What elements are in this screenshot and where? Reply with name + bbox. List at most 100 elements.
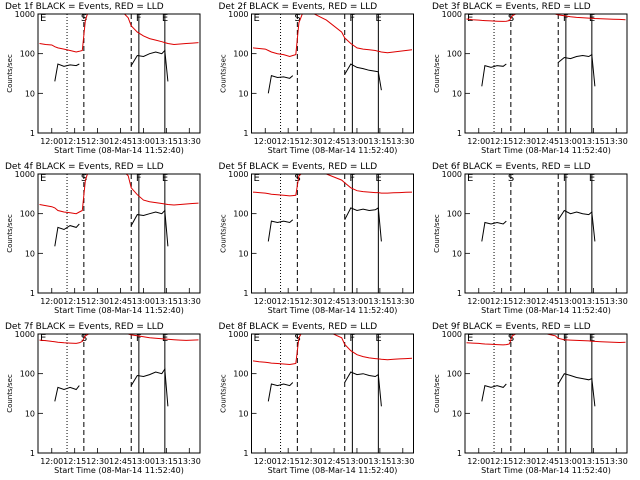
x-axis-label: Start Time (08-Mar-14 11:52:40)	[268, 466, 398, 475]
series-line	[39, 14, 199, 53]
x-tick-label: 13:30	[178, 137, 201, 146]
y-tick-label: 1	[30, 449, 35, 458]
x-axis-label: Start Time (08-Mar-14 11:52:40)	[268, 306, 398, 315]
x-tick-label: 12:45	[109, 297, 132, 306]
x-tick-label: 12:15	[277, 457, 300, 466]
y-tick-label: 1	[30, 129, 35, 138]
y-tick-label: 10	[452, 89, 462, 98]
y-tick-label: 1000	[442, 330, 462, 339]
y-axis-label: Counts/sec	[220, 214, 228, 253]
y-axis-label: Counts/sec	[433, 214, 441, 253]
y-tick-label: 10	[452, 249, 462, 258]
y-tick-label: 100	[20, 210, 35, 219]
y-tick-label: 100	[233, 50, 248, 59]
plot-frame	[251, 173, 414, 294]
panel-title: Det 4f BLACK = Events, RED = LLD	[5, 162, 164, 172]
x-tick-label: 12:45	[109, 137, 132, 146]
x-tick-label: 13:15	[582, 457, 605, 466]
x-tick-label: 13:15	[368, 457, 391, 466]
x-tick-label: 13:15	[155, 137, 178, 146]
x-tick-label: 12:30	[86, 457, 109, 466]
series-line	[267, 207, 382, 242]
y-tick-label: 10	[25, 249, 35, 258]
y-tick-label: 100	[20, 370, 35, 379]
series-line	[267, 371, 382, 407]
y-tick-label: 1000	[15, 330, 35, 339]
y-tick-label: 1000	[442, 170, 462, 179]
y-tick-label: 100	[447, 210, 462, 219]
x-tick-label: 12:00	[467, 137, 490, 146]
panel: Det 2f BLACK = Events, RED = LLD Counts/s…	[219, 2, 415, 155]
x-tick-label: 12:30	[300, 137, 323, 146]
marker-label: F	[136, 13, 142, 24]
x-tick-label: 13:00	[132, 297, 155, 306]
x-tick-label: 12:45	[109, 457, 132, 466]
marker-label: E	[254, 333, 260, 344]
marker-label: F	[136, 333, 142, 344]
x-tick-label: 12:30	[300, 297, 323, 306]
panel: Det 5f BLACK = Events, RED = LLD Counts/s…	[219, 162, 415, 315]
y-tick-label: 100	[20, 50, 35, 59]
marker-label: E	[589, 173, 595, 184]
x-axis-label: Start Time (08-Mar-14 11:52:40)	[268, 146, 398, 155]
x-tick-label: 12:15	[277, 137, 300, 146]
marker-label: E	[254, 173, 260, 184]
marker-label: F	[349, 333, 355, 344]
y-tick-label: 1	[243, 289, 248, 298]
marker-label: S	[81, 173, 87, 184]
plot-frame	[464, 333, 628, 454]
y-axis-label: Counts/sec	[220, 374, 228, 413]
x-tick-label: 13:15	[368, 137, 391, 146]
series-line	[54, 49, 169, 82]
y-tick-label: 100	[447, 50, 462, 59]
marker-label: S	[508, 173, 514, 184]
marker-label: E	[162, 173, 168, 184]
x-tick-label: 12:30	[513, 297, 536, 306]
x-tick-label: 13:00	[132, 137, 155, 146]
marker-label: E	[40, 13, 46, 24]
x-tick-label: 12:30	[86, 297, 109, 306]
marker-label: S	[294, 173, 300, 184]
marker-label: E	[40, 173, 46, 184]
x-tick-label: 12:15	[63, 457, 86, 466]
x-tick-label: 12:30	[300, 457, 323, 466]
x-tick-label: 12:15	[490, 297, 513, 306]
panel-title: Det 2f BLACK = Events, RED = LLD	[219, 2, 378, 12]
marker-label: E	[162, 13, 168, 24]
plot-frame	[251, 13, 414, 134]
series-line	[481, 209, 596, 242]
x-tick-label: 12:00	[467, 457, 490, 466]
x-tick-label: 12:15	[490, 457, 513, 466]
y-axis-label: Counts/sec	[433, 374, 441, 413]
marker-label: E	[467, 173, 473, 184]
panel-title: Det 6f BLACK = Events, RED = LLD	[432, 162, 591, 172]
x-tick-label: 13:00	[559, 457, 582, 466]
marker-label: S	[81, 13, 87, 24]
x-axis-label: Start Time (08-Mar-14 11:52:40)	[481, 146, 611, 155]
x-tick-label: 12:00	[254, 137, 277, 146]
marker-label: E	[467, 13, 473, 24]
x-tick-label: 12:00	[40, 297, 63, 306]
x-tick-label: 12:45	[536, 137, 559, 146]
x-tick-label: 12:45	[322, 297, 345, 306]
y-tick-label: 1	[457, 129, 462, 138]
y-tick-label: 1000	[228, 170, 248, 179]
x-tick-label: 12:15	[63, 297, 86, 306]
y-tick-label: 10	[452, 409, 462, 418]
x-tick-label: 12:45	[536, 297, 559, 306]
x-tick-label: 12:00	[467, 297, 490, 306]
x-tick-label: 13:15	[582, 137, 605, 146]
x-tick-label: 13:30	[605, 457, 628, 466]
series-line	[252, 14, 413, 58]
marker-label: E	[162, 333, 168, 344]
marker-label: S	[294, 333, 300, 344]
y-tick-label: 1	[30, 289, 35, 298]
x-tick-label: 13:30	[605, 297, 628, 306]
plot-frame	[37, 13, 201, 134]
x-tick-label: 13:30	[391, 297, 414, 306]
x-tick-label: 13:00	[559, 137, 582, 146]
x-tick-label: 13:30	[605, 137, 628, 146]
panel-title: Det 8f BLACK = Events, RED = LLD	[219, 322, 378, 332]
panel-title: Det 9f BLACK = Events, RED = LLD	[432, 322, 591, 332]
